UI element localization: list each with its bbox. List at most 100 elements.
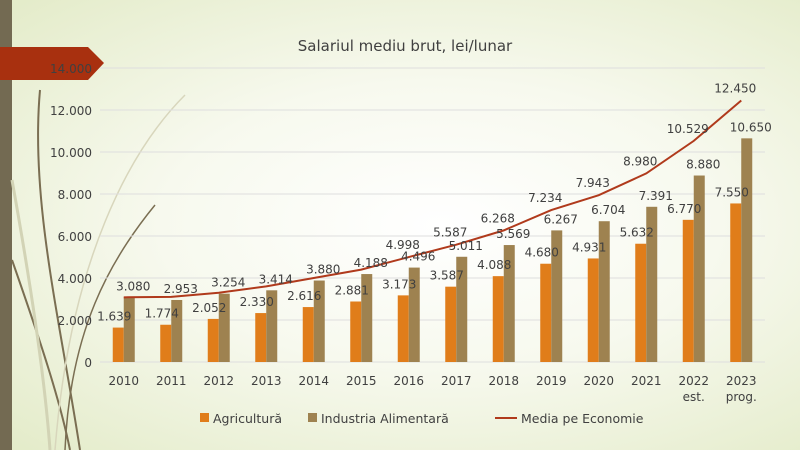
decorative-curve xyxy=(54,94,186,450)
data-label: 6.704 xyxy=(591,203,625,217)
decorative-curve xyxy=(37,89,81,450)
x-tick-label: 2010 xyxy=(108,374,139,388)
x-tick-label: 2014 xyxy=(298,374,329,388)
x-tick-label: 2017 xyxy=(441,374,472,388)
data-label: 7.550 xyxy=(715,185,749,199)
bar-industria-alimentara xyxy=(646,206,658,362)
bar-agricultura xyxy=(540,263,552,362)
bar-agricultura xyxy=(160,324,172,362)
data-label: 3.414 xyxy=(259,272,293,286)
x-tick-label: 2018 xyxy=(488,374,519,388)
left-stripe xyxy=(0,0,12,450)
data-label: 5.587 xyxy=(433,226,467,240)
bar-agricultura xyxy=(587,258,599,362)
bar-industria-alimentara xyxy=(741,138,753,362)
x-tick-label: est. xyxy=(683,390,705,404)
x-tick-label: prog. xyxy=(726,390,757,404)
x-tick-label: 2021 xyxy=(631,374,662,388)
data-label: 10.650 xyxy=(730,120,772,134)
x-tick-label: 2019 xyxy=(536,374,567,388)
data-label: 3.254 xyxy=(211,276,245,290)
x-tick-label: 2020 xyxy=(583,374,614,388)
y-tick-label: 14.000 xyxy=(50,62,92,76)
y-tick-label: 6.000 xyxy=(58,230,92,244)
bar-agricultura xyxy=(635,243,647,362)
bar-industria-alimentara xyxy=(408,267,420,362)
bar-industria-alimentara xyxy=(123,297,135,362)
x-tick-label: 2023 xyxy=(726,374,757,388)
bar-industria-alimentara xyxy=(171,299,183,362)
y-tick-label: 12.000 xyxy=(50,104,92,118)
data-label: 5.632 xyxy=(620,226,654,240)
bar-agricultura xyxy=(112,327,124,362)
data-label: 10.529 xyxy=(667,122,709,136)
data-label: 3.173 xyxy=(382,277,416,291)
bar-industria-alimentara xyxy=(598,221,610,362)
y-tick-label: 0 xyxy=(84,356,92,370)
y-tick-label: 10.000 xyxy=(50,146,92,160)
y-tick-label: 8.000 xyxy=(58,188,92,202)
legend-swatch xyxy=(308,413,317,422)
y-tick-label: 2.000 xyxy=(58,314,92,328)
legend-swatch xyxy=(200,413,209,422)
data-label: 5.569 xyxy=(496,227,530,241)
data-label: 4.680 xyxy=(525,246,559,260)
legend-item: Media pe Economie xyxy=(495,411,644,426)
data-label: 3.080 xyxy=(116,279,150,293)
bar-industria-alimentara xyxy=(456,256,468,362)
bar-agricultura xyxy=(492,276,504,362)
data-label: 4.088 xyxy=(477,258,511,272)
legend-label: Media pe Economie xyxy=(521,411,644,426)
data-label: 3.587 xyxy=(430,269,464,283)
data-label: 2.330 xyxy=(240,295,274,309)
bar-agricultura xyxy=(350,301,362,362)
chart-title: Salariul mediu brut, lei/lunar xyxy=(298,37,513,55)
data-label: 4.188 xyxy=(354,256,388,270)
bar-agricultura xyxy=(207,318,219,362)
data-label: 8.880 xyxy=(686,158,720,172)
data-label: 5.011 xyxy=(449,239,483,253)
data-label: 7.234 xyxy=(528,191,562,205)
legend-item: Agricultură xyxy=(200,411,282,426)
bar-industria-alimentara xyxy=(551,230,563,362)
data-label: 1.639 xyxy=(97,310,131,324)
x-tick-label: 2011 xyxy=(156,374,187,388)
decorative-curve xyxy=(10,179,52,450)
data-label: 2.052 xyxy=(192,301,226,315)
data-label: 7.391 xyxy=(639,189,673,203)
data-label: 6.268 xyxy=(481,211,515,225)
y-tick-label: 4.000 xyxy=(58,272,92,286)
line-media-pe-economie xyxy=(123,99,742,299)
bar-industria-alimentara xyxy=(266,290,278,362)
bar-industria-alimentara xyxy=(503,245,515,362)
bar-industria-alimentara xyxy=(218,293,230,362)
data-label: 3.880 xyxy=(306,263,340,277)
data-label: 2.616 xyxy=(287,289,321,303)
x-tick-label: 2012 xyxy=(203,374,234,388)
bar-industria-alimentara xyxy=(693,175,705,362)
x-tick-label: 2015 xyxy=(346,374,377,388)
legend-label: Agricultură xyxy=(213,411,282,426)
data-label: 4.931 xyxy=(572,240,606,254)
data-label: 6.770 xyxy=(667,202,701,216)
bar-agricultura xyxy=(445,286,457,362)
data-label: 2.881 xyxy=(335,283,369,297)
bar-industria-alimentara xyxy=(313,280,325,362)
data-label: 6.267 xyxy=(544,212,578,226)
data-label: 1.774 xyxy=(145,307,179,321)
bar-agricultura xyxy=(730,203,742,362)
x-tick-label: 2013 xyxy=(251,374,282,388)
bar-industria-alimentara xyxy=(361,274,373,362)
title-banner xyxy=(0,47,104,80)
bar-agricultura xyxy=(682,219,694,362)
x-tick-label: 2022 xyxy=(678,374,709,388)
data-label: 7.943 xyxy=(576,176,610,190)
x-tick-label: 2016 xyxy=(393,374,424,388)
data-label: 12.450 xyxy=(714,82,756,96)
bar-agricultura xyxy=(302,307,314,362)
bar-agricultura xyxy=(397,295,409,362)
legend-label: Industria Alimentară xyxy=(321,411,449,426)
data-label: 8.980 xyxy=(623,154,657,168)
